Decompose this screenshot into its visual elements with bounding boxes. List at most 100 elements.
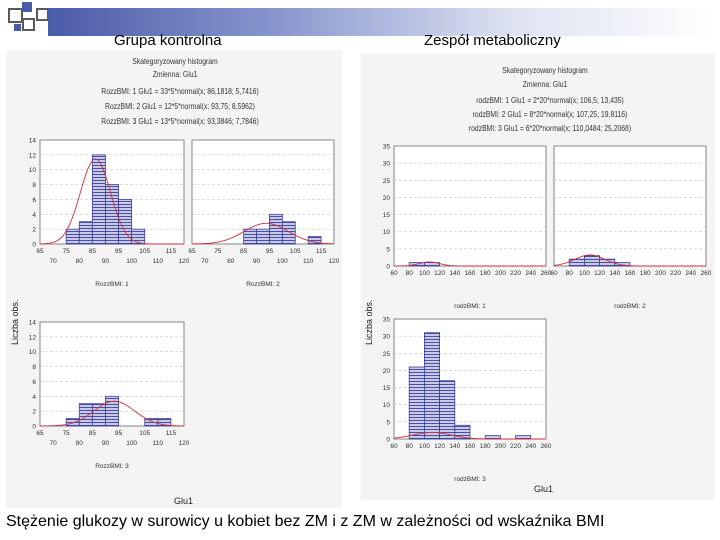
- y-tick-label: 12: [29, 152, 37, 159]
- left-figure-background: [6, 50, 342, 508]
- deco-square: [14, 24, 21, 31]
- normal-curve: [39, 400, 185, 427]
- left-header-line-3: RozzBMI: 3 Glu1 = 13*5*normal(x; 93,3846…: [101, 117, 259, 126]
- normal-curve: [191, 222, 335, 245]
- panel-label: rodzBMI: 1: [454, 303, 486, 310]
- right-header-title: Skategoryzowany histogram: [502, 66, 588, 75]
- panel-label: RozzBMI: 1: [95, 281, 129, 288]
- histogram-bar: [281, 221, 296, 245]
- plot-area: [191, 139, 335, 245]
- x-tick-label: 60: [390, 443, 398, 450]
- y-tick-label: 6: [32, 379, 36, 386]
- x-tick-label: 120: [179, 440, 190, 447]
- y-tick-label: 25: [383, 178, 391, 185]
- x-tick-label: 180: [640, 270, 651, 277]
- x-tick-label: 100: [126, 258, 137, 265]
- x-tick-label: 120: [434, 270, 445, 277]
- histogram-bar: [584, 255, 601, 267]
- x-tick-label: 80: [227, 258, 235, 265]
- x-tick-label: 95: [115, 248, 123, 255]
- histogram-bar: [105, 184, 119, 245]
- x-tick-label: 75: [214, 248, 222, 255]
- x-tick-label: 110: [303, 258, 314, 265]
- x-tick-label: 160: [625, 270, 636, 277]
- x-tick-label: 80: [76, 258, 84, 265]
- left-x-axis-label: Glu1: [174, 496, 194, 506]
- x-tick-label: 105: [290, 248, 301, 255]
- y-tick-label: 25: [383, 351, 391, 358]
- x-tick-label: 100: [277, 258, 288, 265]
- normal-curve: [393, 261, 546, 267]
- x-tick-label: 80: [566, 270, 574, 277]
- deco-square: [8, 8, 23, 23]
- x-tick-label: 85: [89, 248, 97, 255]
- x-tick-label: 90: [253, 258, 261, 265]
- x-tick-label: 95: [266, 248, 274, 255]
- x-tick-label: 70: [49, 258, 57, 265]
- deco-square: [22, 2, 32, 12]
- x-tick-label: 180: [480, 443, 491, 450]
- x-tick-label: 110: [153, 258, 164, 265]
- y-tick-label: 30: [383, 334, 391, 341]
- x-tick-label: 85: [240, 248, 248, 255]
- y-tick-label: 0: [32, 424, 36, 431]
- slide-caption: Stężenie glukozy w surowicy u kobiet bez…: [6, 513, 605, 530]
- normal-curve: [393, 432, 546, 440]
- x-tick-label: 200: [655, 270, 666, 277]
- deco-bar: [48, 8, 716, 36]
- y-tick-label: 0: [32, 242, 36, 249]
- right-x-axis-label: Glu1: [534, 484, 554, 494]
- histogram-bar: [614, 262, 631, 267]
- x-tick-label: 120: [594, 270, 605, 277]
- x-tick-label: 115: [316, 248, 327, 255]
- panel-label: RozzBMI: 2: [246, 281, 280, 288]
- histogram-control-bmi1: 0 2 4 6 8 10 12 14 65 70 75 80 85 90 95100105110115120…: [29, 138, 190, 289]
- x-tick-label: 260: [701, 270, 712, 277]
- y-tick-label: 20: [383, 195, 391, 202]
- x-tick-label: 200: [495, 443, 506, 450]
- y-tick-label: 15: [383, 212, 391, 219]
- heading-control-group: Grupa kontrolna: [114, 32, 222, 49]
- y-tick-label: 10: [383, 229, 391, 236]
- y-tick-label: 14: [29, 320, 37, 327]
- x-tick-label: 100: [579, 270, 590, 277]
- y-tick-label: 10: [383, 402, 391, 409]
- x-tick-label: 200: [495, 270, 506, 277]
- histogram-bar: [118, 199, 133, 245]
- x-tick-label: 120: [329, 258, 340, 265]
- heading-metabolic-syndrome: Zespół metaboliczny: [424, 32, 561, 49]
- histogram-bar: [157, 418, 172, 427]
- left-header-line-1: RozzBMI: 1 Glu1 = 33*5*normal(x; 86,1818…: [101, 87, 259, 96]
- histogram-bar: [78, 403, 93, 427]
- histogram-bar: [439, 380, 456, 440]
- histogram-bar: [424, 332, 441, 440]
- y-tick-label: 5: [386, 419, 390, 426]
- x-tick-label: 65: [188, 248, 196, 255]
- histogram-bar: [408, 366, 425, 440]
- y-tick-label: 10: [29, 349, 37, 356]
- normal-curve: [39, 158, 184, 245]
- right-header-line-2: rodzBMI: 2 Glu1 = 8*20*normal(x; 107,25;…: [472, 110, 628, 119]
- x-tick-label: 95: [115, 430, 123, 437]
- histogram-bar: [105, 395, 119, 427]
- x-tick-label: 160: [465, 270, 476, 277]
- x-tick-label: 60: [390, 270, 398, 277]
- x-tick-label: 240: [685, 270, 696, 277]
- normal-curve: [553, 254, 706, 267]
- right-header-line-1: rodzBMI: 1 Glu1 = 2*20*normal(x; 106,5; …: [476, 96, 624, 105]
- right-header-variable: Zmienna: Glu1: [522, 80, 568, 89]
- histogram-bar: [65, 228, 80, 245]
- x-tick-label: 220: [510, 443, 521, 450]
- x-tick-label: 65: [36, 430, 44, 437]
- x-tick-label: 115: [166, 248, 177, 255]
- x-tick-label: 180: [480, 270, 491, 277]
- y-tick-label: 20: [383, 368, 391, 375]
- x-tick-label: 100: [419, 443, 430, 450]
- x-tick-label: 75: [63, 248, 71, 255]
- histogram-bar: [454, 424, 471, 440]
- y-tick-label: 35: [383, 144, 391, 151]
- y-tick-label: 6: [32, 197, 36, 204]
- histogram-metabolic-bmi3: 0 5 10 15 20 25 30 35 60 80 100 120 140 160 180 200 220 2…: [383, 317, 552, 484]
- x-tick-label: 260: [541, 270, 552, 277]
